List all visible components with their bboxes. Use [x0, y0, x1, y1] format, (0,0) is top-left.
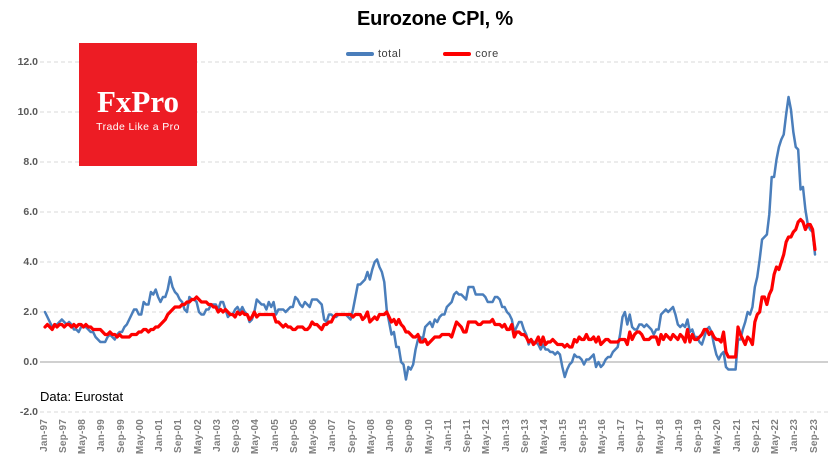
- y-axis-label: 2.0: [23, 305, 38, 318]
- x-axis-label: Jan-23: [789, 419, 801, 452]
- total-line: [43, 95, 817, 381]
- x-axis-label: May-08: [365, 419, 377, 455]
- x-axis-label: Jan-07: [327, 419, 339, 452]
- x-axis-label: Sep-11: [462, 419, 473, 453]
- x-axis-label: Sep-05: [288, 419, 300, 453]
- y-axis-label: 4.0: [23, 255, 38, 268]
- logo-brand-text: FxPro: [96, 84, 180, 119]
- x-axis-label: May-04: [250, 419, 262, 455]
- legend-label-core: core: [475, 48, 499, 60]
- x-axis-label: Jan-15: [558, 419, 570, 452]
- x-axis-label: Jan-13: [500, 419, 512, 452]
- y-axis-label: 8.0: [23, 155, 38, 168]
- x-axis-label: May-10: [423, 419, 435, 455]
- x-axis-label: Sep-03: [231, 419, 242, 453]
- logo-tagline: Trade Like a Pro: [96, 121, 180, 133]
- y-axis-label: 10.0: [17, 105, 38, 118]
- x-axis-label: May-20: [712, 419, 724, 455]
- x-axis-label: Jan-97: [38, 419, 50, 452]
- x-axis-label: Sep-13: [519, 419, 531, 453]
- x-axis-label: Jan-19: [673, 419, 685, 452]
- legend-swatch-total-icon: [346, 52, 374, 56]
- x-axis-label: Jan-21: [731, 419, 743, 452]
- y-axis-label: 12.0: [17, 55, 38, 68]
- x-axis-label: Sep-21: [750, 419, 762, 453]
- x-axis-label: Sep-17: [635, 419, 647, 453]
- y-axis-label: 0.0: [23, 355, 38, 368]
- chart-legend: total core: [346, 46, 499, 62]
- x-axis-label: Sep-23: [808, 419, 820, 453]
- x-axis-label: Jan-17: [616, 419, 627, 452]
- x-axis-label: May-00: [134, 419, 146, 455]
- legend-label-total: total: [378, 48, 402, 60]
- legend-item-core: core: [443, 48, 498, 60]
- x-axis-label: Jan-03: [211, 419, 223, 452]
- x-axis-label: Sep-15: [577, 419, 589, 453]
- x-axis-label: Sep-01: [173, 419, 185, 453]
- x-axis-label: Sep-97: [57, 419, 69, 453]
- x-axis-label: Sep-07: [346, 419, 358, 453]
- x-axis-label: May-02: [192, 419, 204, 455]
- y-axis-label: 6.0: [23, 205, 38, 218]
- x-axis-label: Sep-99: [115, 419, 127, 453]
- x-axis-label: May-06: [308, 419, 319, 455]
- page-title: Eurozone CPI, %: [357, 8, 513, 30]
- legend-item-total: total: [346, 48, 401, 60]
- x-axis-label: Sep-19: [693, 419, 704, 453]
- x-axis-label: May-18: [654, 419, 666, 455]
- x-axis-label: Jan-99: [96, 419, 108, 452]
- x-axis-label: Jan-09: [385, 419, 396, 452]
- x-axis-label: May-12: [481, 419, 493, 455]
- x-axis-label: Jan-01: [154, 419, 165, 452]
- source-note: Data: Eurostat: [40, 389, 124, 404]
- core-line: [43, 217, 817, 359]
- legend-swatch-core-icon: [443, 52, 472, 56]
- x-axis-label: May-16: [596, 419, 608, 455]
- x-axis-label: Sep-09: [404, 419, 416, 453]
- x-axis-label: Jan-11: [442, 419, 454, 452]
- x-axis-label: May-14: [539, 419, 550, 455]
- y-axis-label: -2.0: [19, 405, 38, 418]
- x-axis-label: Jan-05: [269, 419, 281, 452]
- fxpro-logo: FxPro Trade Like a Pro: [79, 43, 197, 166]
- x-axis-label: May-22: [770, 419, 781, 455]
- x-axis-label: May-98: [77, 419, 88, 455]
